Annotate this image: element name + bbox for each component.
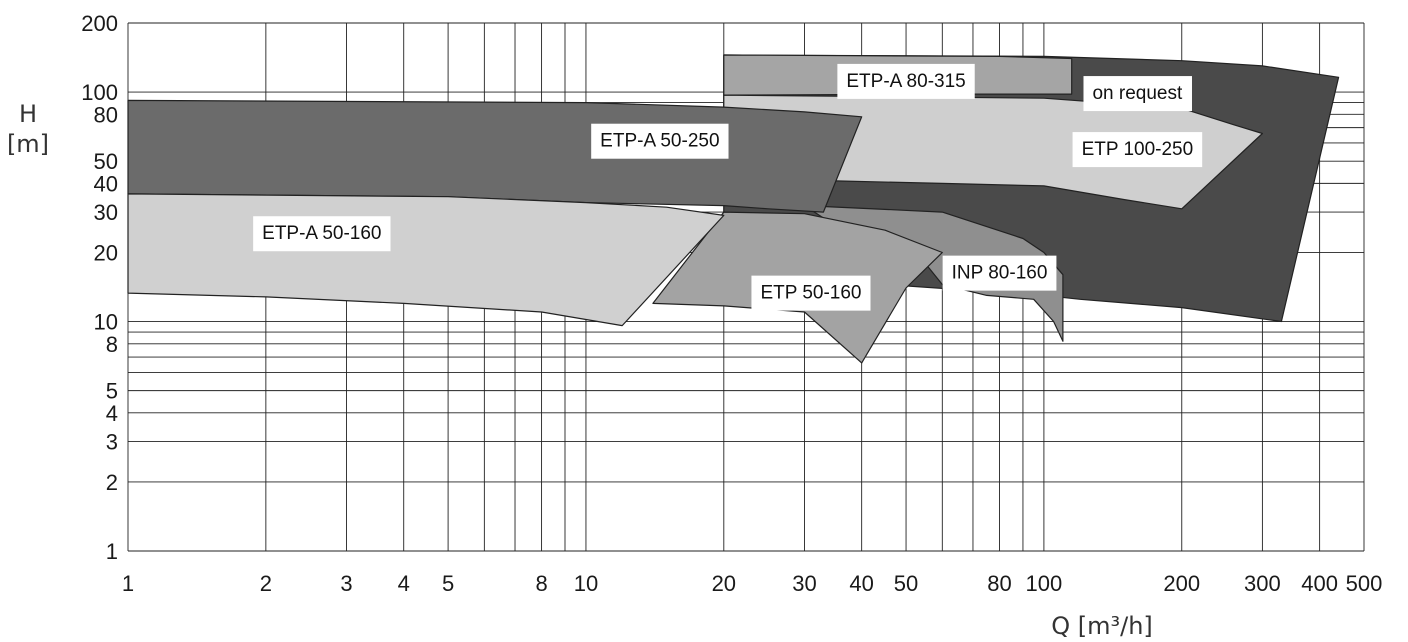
- region-label-text-etp-a-50-160: ETP-A 50-160: [262, 223, 381, 244]
- region-label-box-etp-100-250: [1072, 132, 1203, 168]
- y-tick-label-20: 20: [94, 240, 118, 265]
- pump-region-labels: on request ETP-A 80-315 ETP 100-250 INP 80-…: [253, 63, 1203, 311]
- y-tick-label-200: 200: [81, 11, 118, 36]
- region-label-on-request: on request: [1083, 76, 1192, 112]
- x-tick-label-2: 2: [260, 571, 272, 596]
- x-tick-label-400: 400: [1301, 571, 1338, 596]
- region-label-etp-a-50-160: ETP-A 50-160: [253, 216, 391, 252]
- region-label-text-etp-100-250: ETP 100-250: [1082, 139, 1194, 160]
- region-label-text-on-request: on request: [1092, 83, 1183, 104]
- y-tick-label-80: 80: [94, 102, 118, 127]
- x-tick-label-80: 80: [987, 571, 1011, 596]
- region-label-etp-a-80-315: ETP-A 80-315: [837, 63, 975, 99]
- x-tick-label-500: 500: [1346, 571, 1383, 596]
- y-axis-label-unit: [m]: [7, 130, 49, 158]
- region-label-etp-50-160: ETP 50-160: [751, 275, 871, 311]
- x-tick-label-20: 20: [712, 571, 736, 596]
- y-tick-label-10: 10: [94, 310, 118, 335]
- region-label-box-etp-50-160: [751, 275, 871, 311]
- x-tick-label-40: 40: [849, 571, 873, 596]
- y-tick-label-8: 8: [106, 332, 118, 357]
- x-tick-label-1: 1: [122, 571, 134, 596]
- y-tick-label-50: 50: [94, 149, 118, 174]
- region-label-box-etp-a-50-160: [253, 216, 391, 252]
- x-tick-label-5: 5: [442, 571, 454, 596]
- x-tick-label-300: 300: [1244, 571, 1281, 596]
- region-etp-a-50-160: [127, 193, 725, 327]
- region-label-text-etp-a-80-315: ETP-A 80-315: [846, 71, 965, 92]
- y-tick-label-3: 3: [106, 430, 118, 455]
- y-tick-label-5: 5: [106, 379, 118, 404]
- region-label-box-inp-80-160: [942, 255, 1057, 291]
- y-tick-label-4: 4: [106, 401, 118, 426]
- region-label-text-etp-50-160: ETP 50-160: [760, 283, 861, 304]
- x-tick-label-50: 50: [894, 571, 918, 596]
- region-label-box-etp-a-80-315: [837, 63, 975, 99]
- region-label-text-etp-a-50-250: ETP-A 50-250: [600, 131, 719, 152]
- x-tick-labels: 1 2 3 4 5 8 10 20 30 40 50 80 100 200 300 400 500: [122, 571, 1382, 596]
- y-axis-label-symbol: H: [19, 100, 37, 128]
- x-tick-label-10: 10: [574, 571, 598, 596]
- region-label-text-inp-80-160: INP 80-160: [952, 263, 1048, 284]
- y-tick-label-100: 100: [81, 80, 118, 105]
- x-tick-label-8: 8: [535, 571, 547, 596]
- x-tick-label-100: 100: [1026, 571, 1063, 596]
- y-tick-label-1: 1: [106, 539, 118, 564]
- region-label-etp-a-50-250: ETP-A 50-250: [591, 123, 729, 159]
- region-label-box-on-request: [1083, 76, 1192, 112]
- x-tick-label-30: 30: [792, 571, 816, 596]
- x-axis-label: Q [m³/h]: [1051, 612, 1153, 640]
- region-label-box-etp-a-50-250: [591, 123, 729, 159]
- region-label-inp-80-160: INP 80-160: [942, 255, 1057, 291]
- y-tick-label-30: 30: [94, 200, 118, 225]
- x-tick-label-4: 4: [398, 571, 410, 596]
- y-tick-label-2: 2: [106, 470, 118, 495]
- x-tick-label-200: 200: [1163, 571, 1200, 596]
- x-tick-label-3: 3: [340, 571, 352, 596]
- region-label-etp-100-250: ETP 100-250: [1072, 132, 1203, 168]
- y-tick-label-40: 40: [94, 171, 118, 196]
